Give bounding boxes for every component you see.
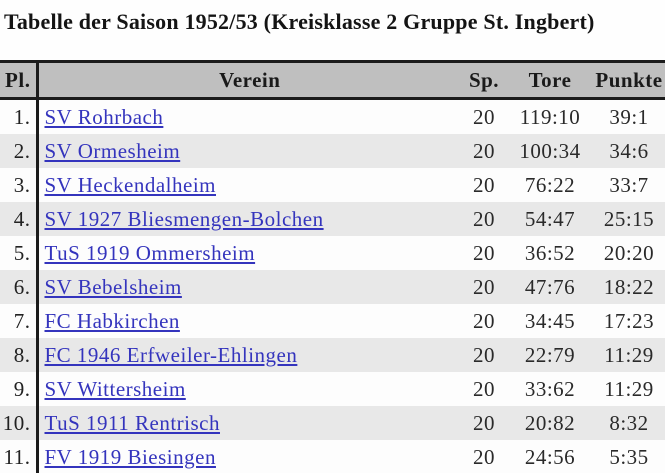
club-link[interactable]: SV 1927 Bliesmengen-Bolchen	[44, 206, 324, 231]
club-cell: SV Rohrbach	[37, 99, 461, 135]
points-cell: 39:1	[609, 104, 649, 129]
position-cell: 9.	[0, 372, 39, 406]
club-link[interactable]: TuS 1919 Ommersheim	[44, 240, 256, 265]
table-row: 5. TuS 1919 Ommersheim 20 36:52 20:20	[0, 236, 665, 270]
club-cell: TuS 1911 Rentrisch	[37, 406, 461, 440]
table-row: 11. FV 1919 Biesingen 20 24:56 5:35	[0, 440, 665, 473]
goals-cell: 36:52	[524, 240, 576, 265]
position-cell: 1.	[0, 98, 39, 134]
league-table-body: 1. SV Rohrbach 20 119:10 39:1 2. SV Orme…	[0, 98, 665, 473]
position-cell: 3.	[0, 168, 39, 202]
goals-cell: 54:47	[524, 206, 576, 231]
table-row: 3. SV Heckendalheim 20 76:22 33:7	[0, 168, 665, 202]
club-link[interactable]: FC 1946 Erfweiler-Ehlingen	[44, 342, 298, 367]
games-cell: 20	[473, 342, 495, 367]
points-cell: 11:29	[604, 376, 654, 401]
table-row: 1. SV Rohrbach 20 119:10 39:1	[0, 98, 665, 135]
column-header-goals: Tore	[528, 67, 572, 92]
games-cell: 20	[473, 104, 495, 129]
club-cell: TuS 1919 Ommersheim	[37, 236, 461, 270]
games-cell: 20	[473, 308, 495, 333]
league-table-header: Pl. Verein Sp. Tore Punkte	[0, 61, 665, 99]
goals-cell: 20:82	[524, 410, 576, 435]
club-cell: SV Heckendalheim	[37, 168, 461, 202]
goals-cell: 119:10	[519, 104, 581, 129]
games-cell: 20	[473, 410, 495, 435]
club-cell: SV 1927 Bliesmengen-Bolchen	[37, 202, 461, 236]
club-cell: SV Ormesheim	[37, 134, 461, 168]
header-row: Pl. Verein Sp. Tore Punkte	[0, 61, 665, 99]
games-cell: 20	[473, 444, 495, 469]
table-row: 4. SV 1927 Bliesmengen-Bolchen 20 54:47 …	[0, 202, 665, 236]
points-cell: 11:29	[604, 342, 654, 367]
club-link[interactable]: SV Ormesheim	[44, 138, 181, 163]
column-header-position: Pl.	[0, 61, 39, 99]
club-cell: SV Wittersheim	[37, 372, 461, 406]
games-cell: 20	[473, 138, 495, 163]
club-link[interactable]: FC Habkirchen	[44, 308, 180, 333]
games-cell: 20	[473, 376, 495, 401]
points-cell: 5:35	[609, 444, 649, 469]
club-cell: FC 1946 Erfweiler-Ehlingen	[37, 338, 461, 372]
position-cell: 4.	[0, 202, 39, 236]
club-cell: SV Bebelsheim	[37, 270, 461, 304]
table-row: 2. SV Ormesheim 20 100:34 34:6	[0, 134, 665, 168]
position-cell: 11.	[0, 440, 39, 473]
table-row: 10. TuS 1911 Rentrisch 20 20:82 8:32	[0, 406, 665, 440]
points-cell: 34:6	[609, 138, 649, 163]
points-cell: 8:32	[609, 410, 649, 435]
position-cell: 8.	[0, 338, 39, 372]
table-row: 8. FC 1946 Erfweiler-Ehlingen 20 22:79 1…	[0, 338, 665, 372]
goals-cell: 24:56	[524, 444, 576, 469]
club-link[interactable]: SV Heckendalheim	[44, 172, 216, 197]
goals-cell: 22:79	[524, 342, 576, 367]
games-cell: 20	[473, 206, 495, 231]
column-header-games: Sp.	[468, 67, 500, 92]
club-cell: FV 1919 Biesingen	[37, 440, 461, 473]
games-cell: 20	[473, 240, 495, 265]
goals-cell: 34:45	[524, 308, 576, 333]
points-cell: 25:15	[603, 206, 655, 231]
club-link[interactable]: SV Rohrbach	[44, 104, 164, 129]
position-cell: 7.	[0, 304, 39, 338]
goals-cell: 33:62	[524, 376, 576, 401]
table-row: 6. SV Bebelsheim 20 47:76 18:22	[0, 270, 665, 304]
club-cell: FC Habkirchen	[37, 304, 461, 338]
points-cell: 17:23	[603, 308, 655, 333]
column-header-club: Verein	[219, 67, 281, 92]
club-link[interactable]: FV 1919 Biesingen	[44, 444, 216, 469]
club-link[interactable]: TuS 1911 Rentrisch	[44, 410, 220, 435]
points-cell: 20:20	[603, 240, 655, 265]
position-cell: 5.	[0, 236, 39, 270]
table-row: 7. FC Habkirchen 20 34:45 17:23	[0, 304, 665, 338]
column-header-points: Punkte	[595, 67, 663, 92]
league-table: Pl. Verein Sp. Tore Punkte 1. SV Rohrbac…	[0, 60, 665, 473]
games-cell: 20	[473, 274, 495, 299]
position-cell: 10.	[0, 406, 39, 440]
page-title: Tabelle der Saison 1952/53 (Kreisklasse …	[4, 9, 595, 34]
position-cell: 2.	[0, 134, 39, 168]
points-cell: 18:22	[603, 274, 655, 299]
position-cell: 6.	[0, 270, 39, 304]
goals-cell: 76:22	[524, 172, 576, 197]
games-cell: 20	[473, 172, 495, 197]
club-link[interactable]: SV Bebelsheim	[44, 274, 182, 299]
points-cell: 33:7	[609, 172, 649, 197]
club-link[interactable]: SV Wittersheim	[44, 376, 186, 401]
goals-cell: 100:34	[519, 138, 581, 163]
goals-cell: 47:76	[524, 274, 576, 299]
table-row: 9. SV Wittersheim 20 33:62 11:29	[0, 372, 665, 406]
